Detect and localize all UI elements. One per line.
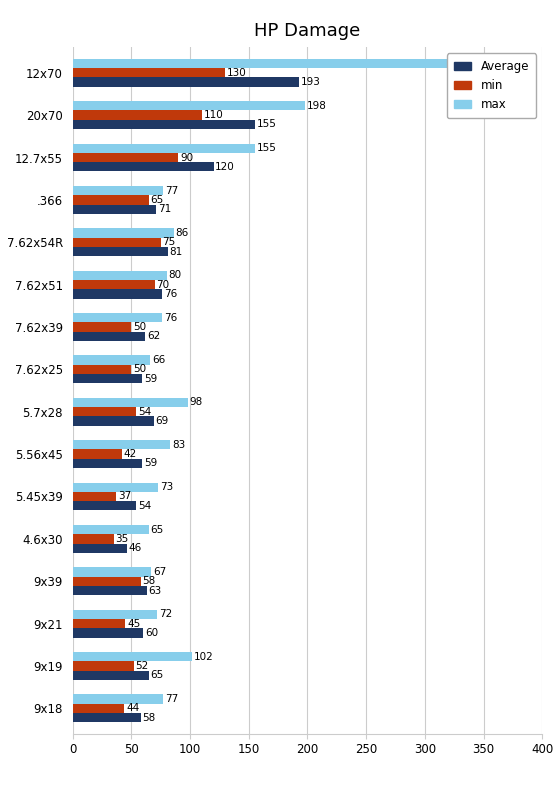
Bar (73, 110, 202, 120)
Bar (73, 671, 149, 680)
Text: 60: 60 (145, 628, 158, 638)
Text: 98: 98 (190, 398, 203, 407)
Text: 65: 65 (151, 195, 164, 205)
Bar (73, 355, 150, 365)
Bar (73, 398, 188, 407)
Text: 69: 69 (155, 416, 169, 426)
Bar (73, 271, 167, 280)
Text: 80: 80 (168, 271, 182, 280)
Bar (73, 586, 146, 595)
Bar (73, 68, 225, 77)
Title: HP Damage: HP Damage (254, 22, 361, 40)
Bar (73, 374, 142, 383)
Bar (73, 534, 114, 544)
Bar (73, 661, 134, 671)
Text: 77: 77 (165, 694, 178, 704)
Text: 155: 155 (257, 143, 276, 153)
Text: 58: 58 (143, 712, 156, 723)
Text: 44: 44 (126, 703, 139, 713)
Text: 71: 71 (158, 204, 171, 214)
Text: 76: 76 (164, 312, 177, 323)
Bar (73, 163, 214, 171)
Text: 50: 50 (133, 322, 146, 332)
Bar (73, 204, 156, 214)
Text: 50: 50 (133, 365, 146, 374)
Bar (73, 525, 149, 534)
Text: 66: 66 (152, 355, 165, 365)
Text: 86: 86 (176, 228, 188, 238)
Bar (73, 331, 145, 341)
Text: 70: 70 (157, 279, 170, 290)
Text: 198: 198 (307, 101, 327, 110)
Text: 54: 54 (138, 407, 151, 417)
Text: 58: 58 (143, 576, 156, 586)
Bar (73, 280, 155, 290)
Bar (73, 704, 124, 713)
Text: 83: 83 (172, 439, 185, 450)
Bar (73, 120, 255, 129)
Text: 352: 352 (487, 58, 508, 69)
Legend: Average, min, max: Average, min, max (447, 53, 536, 118)
Text: 67: 67 (153, 567, 167, 577)
Text: 46: 46 (129, 543, 141, 553)
Text: 59: 59 (144, 458, 157, 469)
Bar (73, 652, 192, 661)
Bar (73, 450, 122, 458)
Bar (73, 237, 161, 247)
Bar (73, 713, 141, 723)
Bar (73, 186, 163, 195)
Text: 42: 42 (124, 449, 137, 459)
Text: 65: 65 (151, 671, 164, 680)
Text: 72: 72 (159, 609, 172, 619)
Bar (73, 407, 136, 417)
Bar (73, 247, 168, 256)
Bar (73, 77, 299, 87)
Bar (73, 313, 162, 323)
Text: 65: 65 (151, 525, 164, 534)
Text: 120: 120 (215, 162, 235, 172)
Bar (73, 440, 170, 450)
Bar (73, 628, 143, 638)
Text: 193: 193 (301, 77, 321, 87)
Text: 54: 54 (138, 501, 151, 510)
Text: 102: 102 (194, 652, 214, 662)
Text: 90: 90 (180, 152, 193, 163)
Bar (73, 290, 162, 298)
Bar (73, 619, 125, 628)
Text: 75: 75 (163, 237, 176, 247)
Text: 76: 76 (164, 289, 177, 299)
Bar (73, 153, 178, 163)
Text: 45: 45 (127, 619, 140, 629)
Text: 130: 130 (227, 68, 247, 78)
Text: 52: 52 (135, 661, 149, 671)
Text: 155: 155 (257, 119, 276, 129)
Bar (73, 492, 116, 501)
Text: 35: 35 (116, 534, 129, 544)
Bar (73, 101, 305, 110)
Bar (73, 58, 486, 68)
Text: 37: 37 (118, 492, 131, 502)
Bar (73, 365, 131, 374)
Bar (73, 577, 141, 586)
Bar (73, 567, 151, 577)
Bar (73, 483, 158, 492)
Bar (73, 544, 127, 553)
Text: 63: 63 (148, 585, 162, 596)
Bar (73, 610, 157, 619)
Bar (73, 501, 136, 510)
Text: 77: 77 (165, 185, 178, 196)
Text: 62: 62 (147, 331, 160, 342)
Bar (73, 144, 255, 153)
Bar (73, 458, 142, 468)
Text: 59: 59 (144, 374, 157, 383)
Bar (73, 195, 149, 204)
Text: 81: 81 (169, 247, 183, 256)
Bar (73, 694, 163, 704)
Bar (73, 323, 131, 331)
Bar (73, 228, 174, 237)
Text: 110: 110 (203, 110, 223, 120)
Text: 73: 73 (160, 482, 173, 492)
Bar (73, 417, 154, 426)
